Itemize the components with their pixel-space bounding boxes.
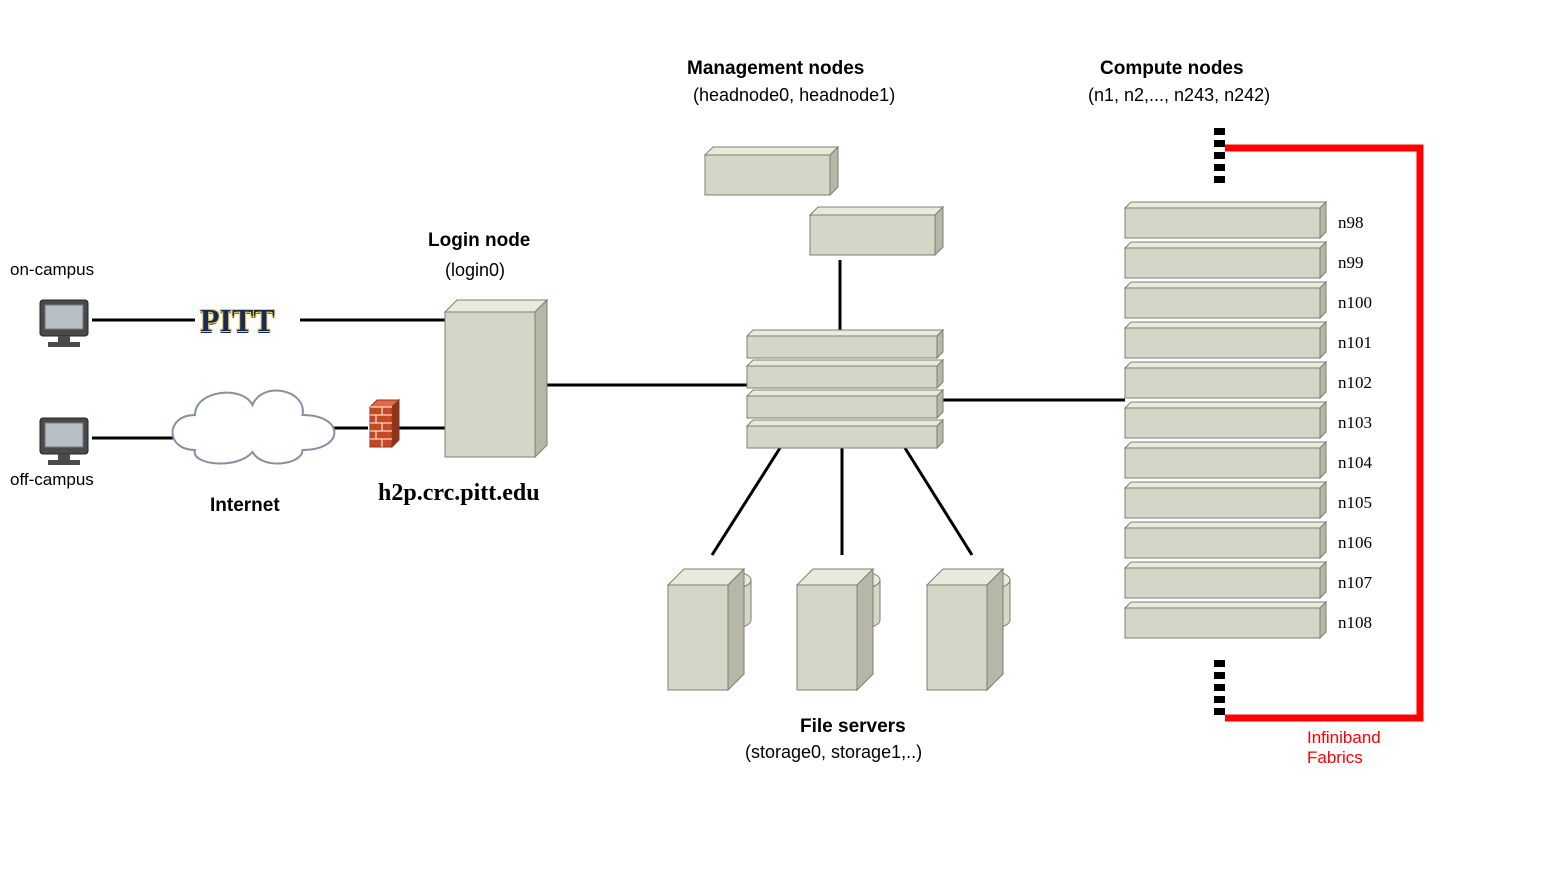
ellipsis-dot	[1214, 140, 1225, 147]
ellipsis-dot	[1214, 128, 1225, 135]
label-comp-title: Compute nodes	[1100, 58, 1244, 80]
compute-node-label: n107	[1338, 573, 1373, 592]
ellipsis-dot	[1214, 684, 1225, 691]
compute-node-label: n101	[1338, 333, 1372, 352]
connection-line	[712, 448, 780, 555]
compute-node-label: n99	[1338, 253, 1364, 272]
compute-node-label: n100	[1338, 293, 1372, 312]
ellipsis-dot	[1214, 176, 1225, 183]
compute-node-label: n104	[1338, 453, 1373, 472]
label-comp-sub: (n1, n2,..., n243, n242)	[1088, 85, 1270, 106]
label-hostname: h2p.crc.pitt.edu	[378, 480, 540, 507]
ellipsis-dot	[1214, 152, 1225, 159]
label-login-sub: (login0)	[445, 260, 505, 281]
label-infiniband: InfinibandFabrics	[1307, 728, 1381, 768]
connection-line	[905, 448, 972, 555]
ellipsis-dot	[1214, 672, 1225, 679]
label-internet: Internet	[210, 495, 280, 517]
ellipsis-dot	[1214, 696, 1225, 703]
label-file-sub: (storage0, storage1,..)	[745, 742, 922, 763]
firewall-icon	[370, 400, 399, 447]
diagram-canvas: n98 n99 n100 n101 n102 n103 n104 n105 n106 n107 n1…	[0, 0, 1564, 882]
compute-node-label: n103	[1338, 413, 1372, 432]
workstation-icon	[40, 300, 88, 347]
label-mgmt-sub: (headnode0, headnode1)	[693, 85, 895, 106]
compute-node-label: n102	[1338, 373, 1372, 392]
label-file-title: File servers	[800, 716, 906, 738]
compute-node-label: n105	[1338, 493, 1372, 512]
workstation-icon	[40, 418, 88, 465]
label-login-title: Login node	[428, 230, 530, 252]
ellipsis-dot	[1214, 660, 1225, 667]
compute-node-label: n98	[1338, 213, 1364, 232]
label-mgmt-title: Management nodes	[687, 58, 864, 80]
compute-node-label: n106	[1338, 533, 1372, 552]
label-off-campus: off-campus	[10, 470, 94, 490]
label-on-campus: on-campus	[10, 260, 94, 280]
ellipsis-dot	[1214, 708, 1225, 715]
ellipsis-dot	[1214, 164, 1225, 171]
cloud-icon	[173, 391, 335, 464]
compute-node-label: n108	[1338, 613, 1372, 632]
pitt-logo: PITT	[200, 302, 275, 339]
